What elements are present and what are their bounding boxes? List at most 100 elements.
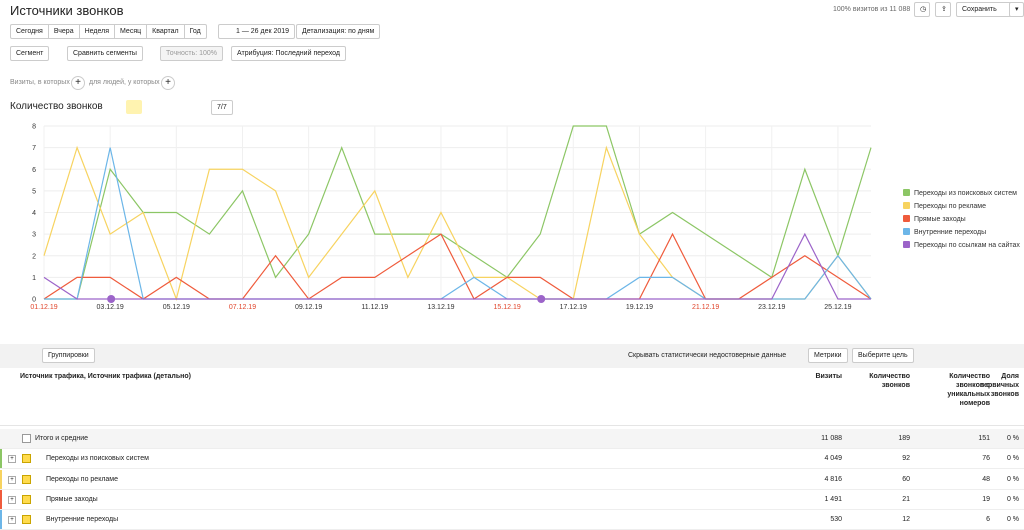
cell-value: 4 049 <box>824 455 842 462</box>
y-tick-label: 3 <box>32 232 36 239</box>
expand-button[interactable]: + <box>8 476 16 484</box>
export-button[interactable]: ⇪ <box>935 2 951 17</box>
row-checkbox[interactable] <box>22 475 31 484</box>
y-tick-label: 6 <box>32 167 36 174</box>
period-group: Сегодня Вчера Неделя Месяц Квартал Год <box>10 24 207 39</box>
header-divider <box>0 425 1024 426</box>
segment-button[interactable]: Сегмент <box>10 46 50 61</box>
column-header: Визиты <box>815 373 842 380</box>
series-line <box>43 232 871 300</box>
visits-share: 100% визитов из 11 088 <box>833 6 911 13</box>
period-button[interactable]: Год <box>184 24 207 39</box>
add-condition[interactable]: + <box>71 76 85 90</box>
y-tick-label: 2 <box>32 253 36 260</box>
period-button[interactable]: Вчера <box>48 24 80 39</box>
row-bg <box>0 429 1024 449</box>
cell-value: 1 491 <box>824 496 842 503</box>
x-tick-label: 23.12.19 <box>758 304 785 311</box>
row-label: Переходы из поисковых систем <box>46 455 149 462</box>
cell-value: 92 <box>902 455 910 462</box>
chart: 0 1 2 3 4 5 6 7 8 01.12.19 03.12.19 05.12.19 07.12.1… <box>30 124 1020 312</box>
people-condition: для людей, у которых <box>89 79 160 86</box>
cell-value: 12 <box>902 516 910 523</box>
cell-value: 0 % <box>1006 516 1019 523</box>
column-header: Количество звонков с уникальных номеров <box>947 373 990 407</box>
groupings-button[interactable]: Группировки <box>42 348 95 363</box>
row-bg <box>0 470 1024 490</box>
accuracy-select[interactable]: Точность: 100% <box>160 46 224 61</box>
cell-value: 151 <box>978 435 990 442</box>
row-checkbox[interactable] <box>22 434 31 443</box>
history-button[interactable]: ◷ <box>914 2 930 17</box>
y-tick-label: 5 <box>32 188 36 195</box>
expand-button[interactable]: + <box>8 455 16 463</box>
x-tick-label: 17.12.19 <box>560 304 587 311</box>
visits-condition: Визиты, в которых <box>10 79 70 86</box>
attribution-select[interactable]: Атрибуция: Последний переход <box>231 46 347 61</box>
add-condition[interactable]: + <box>161 76 175 90</box>
save-menu[interactable]: ▾ <box>1009 2 1024 17</box>
period-button[interactable]: Неделя <box>79 24 116 39</box>
page-title: Источники звонков <box>10 3 124 18</box>
x-tick-label: 15.12.19 <box>493 304 520 311</box>
metrics-button[interactable]: Метрики <box>808 348 848 363</box>
period-button[interactable]: Сегодня <box>10 24 49 39</box>
chart-title: Количество звонков <box>10 101 103 112</box>
detail-select[interactable]: Детализация: по дням <box>296 24 381 39</box>
cell-value: 76 <box>982 455 990 462</box>
cell-value: 19 <box>982 496 990 503</box>
x-tick-label: 09.12.19 <box>295 304 322 311</box>
row-label: Внутренние переходы <box>46 516 119 523</box>
expand-button[interactable]: + <box>8 516 16 524</box>
cell-value: 48 <box>982 476 990 483</box>
expand-button[interactable]: + <box>8 496 16 504</box>
row-stripe <box>0 470 2 489</box>
cell-value: 530 <box>830 516 842 523</box>
x-tick-label: 01.12.19 <box>30 304 57 311</box>
cell-value: 189 <box>898 435 910 442</box>
row-label: Переходы по рекламе <box>46 476 119 483</box>
cell-value: 0 % <box>1006 496 1019 503</box>
legend-label: Прямые заходы <box>914 216 966 223</box>
legend-swatch <box>903 228 910 235</box>
legend-swatch <box>903 189 910 196</box>
row-checkbox[interactable] <box>22 495 31 504</box>
y-tick-label: 4 <box>32 210 36 217</box>
row-bg <box>0 449 1024 469</box>
x-tick-label: 25.12.19 <box>824 304 851 311</box>
row-checkbox[interactable] <box>22 515 31 524</box>
date-range[interactable]: 1 — 26 дек 2019 <box>218 24 296 39</box>
save-button[interactable]: Сохранить <box>956 2 1012 17</box>
line-mode[interactable] <box>126 100 142 114</box>
legend-label: Внутренние переходы <box>914 229 986 236</box>
y-tick-label: 1 <box>32 275 36 282</box>
legend-swatch <box>903 215 910 222</box>
period-button[interactable]: Месяц <box>115 24 148 39</box>
x-tick-label: 13.12.19 <box>427 304 454 311</box>
x-tick-label: 03.12.19 <box>97 304 124 311</box>
cell-value: 4 816 <box>824 476 842 483</box>
legend-label: Переходы из поисковых систем <box>914 190 1017 197</box>
row-stripe <box>0 490 2 509</box>
series-count[interactable]: 7/7 <box>211 100 233 115</box>
y-tick-label: 0 <box>32 297 36 304</box>
row-stripe <box>0 510 2 529</box>
x-tick-label: 21.12.19 <box>692 304 719 311</box>
column-header: Количество звонков <box>869 373 910 389</box>
annotation-marker <box>537 295 546 303</box>
goal-select[interactable]: Выберите цель <box>852 348 914 363</box>
period-button[interactable]: Квартал <box>147 24 185 39</box>
row-checkbox[interactable] <box>22 454 31 463</box>
legend-swatch <box>903 202 910 209</box>
cell-value: 0 % <box>1006 455 1019 462</box>
cell-value: 21 <box>902 496 910 503</box>
x-tick-label: 05.12.19 <box>163 304 190 311</box>
y-tick-label: 7 <box>32 145 36 152</box>
annotation-marker <box>107 295 116 303</box>
cell-value: 0 % <box>1006 476 1019 483</box>
row-label: Итого и средние <box>35 435 89 442</box>
hide-unreliable[interactable]: Скрывать статистически недостоверные дан… <box>628 352 787 359</box>
cell-value: 60 <box>902 476 910 483</box>
compare-button[interactable]: Сравнить сегменты <box>67 46 143 61</box>
